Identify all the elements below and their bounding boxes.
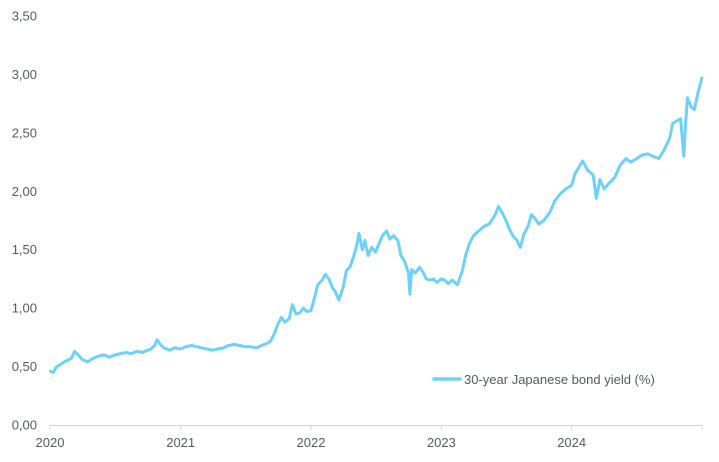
- y-tick-label: 3,00: [12, 67, 37, 82]
- legend: 30-year Japanese bond yield (%): [432, 372, 655, 387]
- x-tick-label: 2024: [557, 435, 586, 450]
- x-tick-label: 2020: [36, 435, 65, 450]
- y-tick-label: 0,50: [12, 359, 37, 374]
- x-tick-label: 2023: [427, 435, 456, 450]
- y-tick-label: 2,50: [12, 125, 37, 140]
- y-tick-label: 2,00: [12, 184, 37, 199]
- y-tick-label: 1,50: [12, 242, 37, 257]
- y-axis-tick-labels: 0,00 0,50 1,00 1,50 2,00 2,50 3,00 3,50: [12, 9, 37, 433]
- legend-label: 30-year Japanese bond yield (%): [464, 372, 655, 387]
- x-axis-ticks: [49, 425, 703, 430]
- x-tick-label: 2022: [297, 435, 326, 450]
- x-tick-label: 2021: [166, 435, 195, 450]
- y-tick-label: 1,00: [12, 301, 37, 316]
- y-tick-label: 0,00: [12, 418, 37, 433]
- series-line-0: [48, 76, 704, 374]
- x-axis: 2020 2021 2022 2023 2024: [36, 425, 703, 450]
- y-tick-label: 3,50: [12, 9, 37, 24]
- x-axis-tick-labels: 2020 2021 2022 2023 2024: [36, 435, 587, 450]
- series-group: [48, 76, 704, 374]
